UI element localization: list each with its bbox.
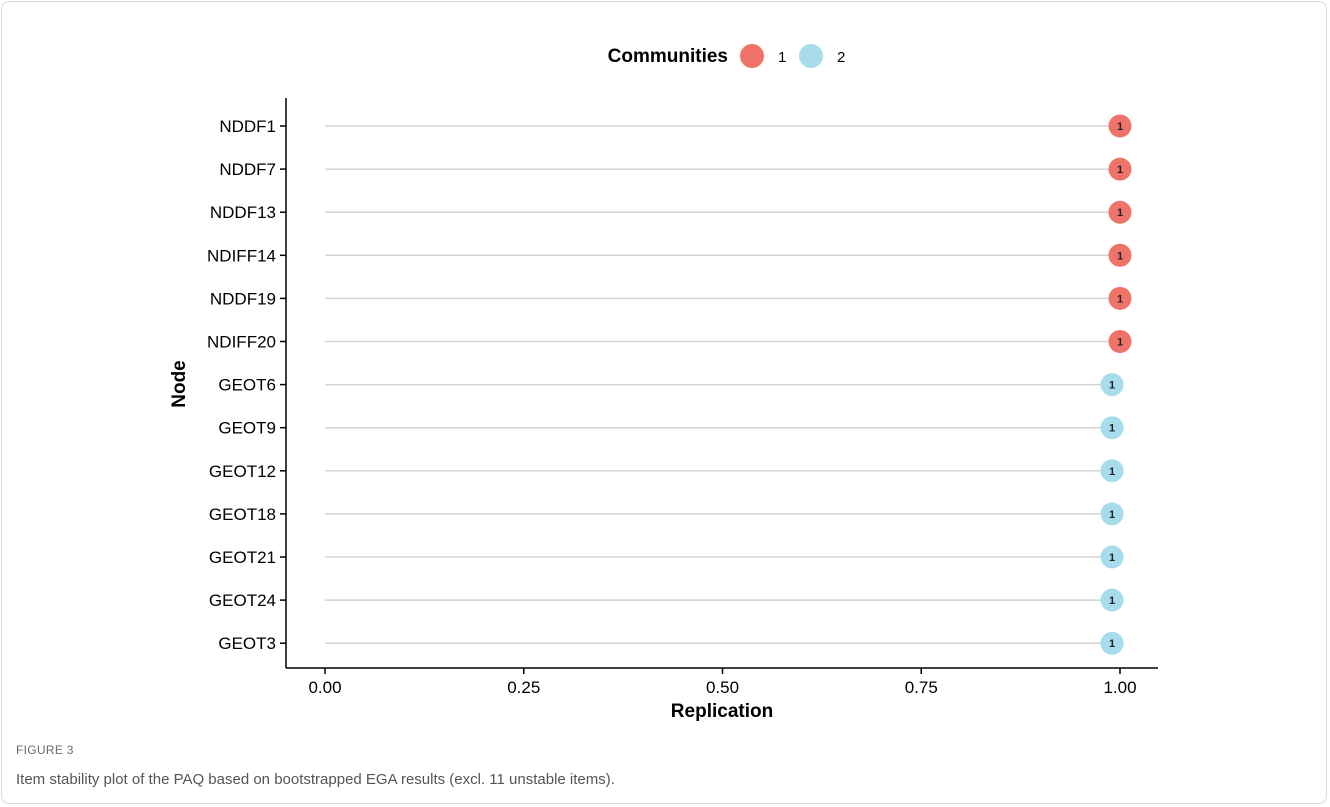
point-nddf7 bbox=[1108, 157, 1132, 181]
point-label-nddf13: 1 bbox=[1117, 207, 1123, 219]
y-tick-label-geot21: GEOT21 bbox=[209, 548, 276, 567]
y-tick-label-geot24: GEOT24 bbox=[209, 591, 276, 610]
point-label-geot9: 1 bbox=[1109, 423, 1115, 435]
point-label-geot24: 1 bbox=[1109, 595, 1115, 607]
legend: Communities 1 2 bbox=[608, 44, 845, 68]
point-label-geot18: 1 bbox=[1109, 509, 1115, 521]
legend-label-2: 2 bbox=[837, 49, 845, 66]
point-geot24 bbox=[1100, 588, 1124, 612]
legend-title: Communities bbox=[608, 46, 728, 67]
figure-label: FIGURE 3 bbox=[16, 743, 74, 757]
point-label-geot12: 1 bbox=[1109, 466, 1115, 478]
point-nddf19 bbox=[1108, 286, 1132, 310]
y-tick-label-geot9: GEOT9 bbox=[218, 419, 276, 438]
y-tick-label-nddf13: NDDF13 bbox=[210, 203, 276, 222]
point-label-ndiff20: 1 bbox=[1117, 337, 1123, 349]
point-label-geot6: 1 bbox=[1109, 380, 1115, 392]
point-nddf1 bbox=[1108, 114, 1132, 138]
point-label-nddf7: 1 bbox=[1117, 164, 1123, 176]
point-geot3 bbox=[1100, 631, 1124, 655]
x-axis-ticks: 0.00 0.25 0.50 0.75 1.00 bbox=[308, 668, 1137, 697]
y-tick-label-nddf7: NDDF7 bbox=[219, 160, 276, 179]
node-rows: NDDF1 1 NDDF7 1 NDDF13 1 NDIFF14 1 NDDF19 1 NDIFF2… bbox=[207, 114, 1132, 655]
point-geot6 bbox=[1100, 373, 1124, 397]
x-tick-label-0.00: 0.00 bbox=[308, 678, 341, 697]
legend-swatch-2 bbox=[799, 44, 823, 68]
y-tick-label-nddf1: NDDF1 bbox=[219, 117, 276, 136]
item-stability-chart: Communities 1 2 NDDF1 1 NDDF7 1 NDDF13 1 NDIFF1… bbox=[169, 44, 1158, 722]
point-label-geot21: 1 bbox=[1109, 552, 1115, 564]
y-tick-label-geot12: GEOT12 bbox=[209, 462, 276, 481]
y-axis-title: Node bbox=[169, 360, 190, 408]
legend-swatch-1 bbox=[740, 44, 764, 68]
point-label-ndiff14: 1 bbox=[1117, 250, 1123, 262]
y-tick-label-geot3: GEOT3 bbox=[218, 634, 276, 653]
x-tick-label-0.25: 0.25 bbox=[507, 678, 540, 697]
point-geot9 bbox=[1100, 416, 1124, 440]
point-label-geot3: 1 bbox=[1109, 638, 1115, 650]
point-geot12 bbox=[1100, 459, 1124, 483]
point-ndiff14 bbox=[1108, 243, 1132, 267]
x-tick-label-1.00: 1.00 bbox=[1103, 678, 1136, 697]
point-ndiff20 bbox=[1108, 330, 1132, 353]
point-label-nddf19: 1 bbox=[1117, 293, 1123, 305]
y-tick-label-nddf19: NDDF19 bbox=[210, 289, 276, 308]
x-axis-title: Replication bbox=[671, 701, 773, 722]
y-tick-label-geot6: GEOT6 bbox=[218, 376, 276, 395]
x-tick-label-0.75: 0.75 bbox=[905, 678, 938, 697]
y-tick-label-ndiff14: NDIFF14 bbox=[207, 246, 276, 265]
y-tick-label-ndiff20: NDIFF20 bbox=[207, 333, 276, 352]
x-tick-label-0.50: 0.50 bbox=[706, 678, 739, 697]
legend-label-1: 1 bbox=[778, 49, 786, 66]
point-geot21 bbox=[1100, 545, 1124, 569]
point-label-nddf1: 1 bbox=[1117, 121, 1123, 133]
y-tick-label-geot18: GEOT18 bbox=[209, 505, 276, 524]
figure-caption: Item stability plot of the PAQ based on … bbox=[16, 771, 615, 788]
point-nddf13 bbox=[1108, 200, 1132, 224]
point-geot18 bbox=[1100, 502, 1124, 526]
